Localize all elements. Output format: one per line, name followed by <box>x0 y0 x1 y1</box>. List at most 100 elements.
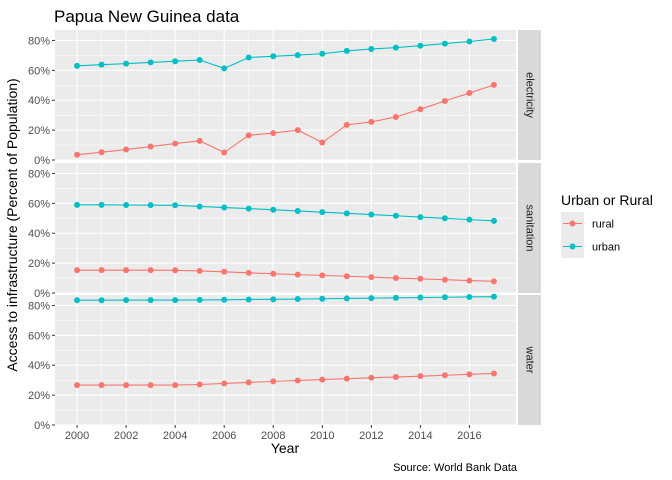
legend-items: rural urban <box>561 212 620 258</box>
data-point-rural <box>392 374 399 381</box>
series-line-rural <box>77 269 494 282</box>
data-point-rural <box>417 373 424 380</box>
data-point-rural <box>417 275 424 282</box>
legend-item-rural: rural <box>561 212 614 235</box>
data-point-urban <box>221 296 228 303</box>
source-caption: Source: World Bank Data <box>393 462 518 474</box>
y-tick-label: 40% <box>28 360 50 372</box>
data-point-urban <box>392 212 399 219</box>
data-point-rural <box>343 273 350 280</box>
data-point-rural <box>245 269 252 276</box>
data-point-rural <box>441 372 448 379</box>
y-tick-label: 80% <box>28 300 50 312</box>
data-point-urban <box>343 295 350 302</box>
y-tick-label: 0% <box>34 155 50 167</box>
data-point-rural <box>294 271 301 278</box>
data-point-rural <box>221 149 228 156</box>
data-point-urban <box>319 295 326 302</box>
data-point-rural <box>319 272 326 279</box>
y-tick-label: 20% <box>28 390 50 402</box>
data-point-urban <box>490 35 497 42</box>
data-point-rural <box>196 137 203 144</box>
data-point-urban <box>417 294 424 301</box>
y-tick-label: 40% <box>28 95 50 107</box>
data-point-urban <box>98 297 105 304</box>
legend: Urban or Rural rural urban <box>561 192 653 258</box>
data-point-urban <box>368 295 375 302</box>
data-point-urban <box>172 58 179 65</box>
data-point-rural <box>98 267 105 274</box>
data-point-rural <box>441 276 448 283</box>
facet-panel-electricity: 0% 20% 40% 60% 80% electricity <box>28 30 541 167</box>
facet-panel-water: 0% 20% 40% 60% 80% water <box>28 293 541 432</box>
data-point-rural <box>221 380 228 387</box>
y-tick-label: 40% <box>28 228 50 240</box>
data-point-rural <box>368 274 375 281</box>
data-point-urban <box>441 215 448 222</box>
data-point-rural <box>172 140 179 147</box>
data-point-rural <box>245 132 252 139</box>
x-axis: 2000 2002 2004 2006 2008 2010 2012 2014 2016 <box>65 425 482 442</box>
x-tick-label: 2002 <box>114 430 138 442</box>
data-point-rural <box>147 382 154 389</box>
data-point-urban <box>196 296 203 303</box>
data-point-urban <box>221 204 228 211</box>
data-point-rural <box>294 127 301 134</box>
data-point-urban <box>441 40 448 47</box>
data-point-urban <box>294 207 301 214</box>
data-point-urban <box>196 203 203 210</box>
y-axis-title: Access to infrastructure (Percent of Pop… <box>4 78 20 371</box>
data-point-urban <box>245 54 252 61</box>
x-axis-title: Year <box>271 440 300 456</box>
data-point-rural <box>270 130 277 137</box>
data-point-urban <box>466 216 473 223</box>
data-point-rural <box>196 267 203 274</box>
data-point-urban <box>123 201 130 208</box>
data-point-rural <box>392 275 399 282</box>
data-point-urban <box>392 44 399 51</box>
chart-title: Papua New Guinea data <box>54 7 240 26</box>
data-point-urban <box>172 202 179 209</box>
data-point-urban <box>294 52 301 59</box>
facet-strip-label: water <box>524 346 536 374</box>
data-point-rural <box>392 113 399 120</box>
data-point-urban <box>417 42 424 49</box>
data-point-rural <box>98 382 105 389</box>
data-point-urban <box>245 296 252 303</box>
data-point-urban <box>196 57 203 64</box>
data-point-rural <box>368 118 375 125</box>
series-line-urban <box>77 296 494 301</box>
data-point-urban <box>466 293 473 300</box>
data-point-urban <box>490 217 497 224</box>
facet-strip <box>518 295 541 425</box>
data-point-rural <box>74 382 81 389</box>
data-point-urban <box>319 50 326 57</box>
data-point-urban <box>368 211 375 218</box>
x-tick-label: 2004 <box>163 430 187 442</box>
data-point-urban <box>441 294 448 301</box>
data-point-rural <box>441 97 448 104</box>
data-point-urban <box>172 297 179 304</box>
data-point-urban <box>147 297 154 304</box>
legend-label: rural <box>592 219 614 231</box>
panel-background <box>55 30 516 160</box>
data-point-urban <box>294 296 301 303</box>
data-point-urban <box>270 53 277 60</box>
data-point-rural <box>270 378 277 385</box>
facet-strip <box>518 30 541 160</box>
y-tick-label: 20% <box>28 258 50 270</box>
x-tick-label: 2008 <box>261 430 285 442</box>
data-point-urban <box>392 294 399 301</box>
facet-strip-label: electricity <box>524 72 536 118</box>
data-point-urban <box>98 61 105 68</box>
series-line-urban <box>77 204 494 222</box>
data-point-rural <box>245 379 252 386</box>
data-point-urban <box>221 65 228 72</box>
data-point-rural <box>294 377 301 384</box>
series-line-rural <box>77 372 494 386</box>
data-point-urban <box>319 209 326 216</box>
data-point-rural <box>147 267 154 274</box>
data-point-rural <box>123 267 130 274</box>
x-tick-label: 2010 <box>310 430 334 442</box>
